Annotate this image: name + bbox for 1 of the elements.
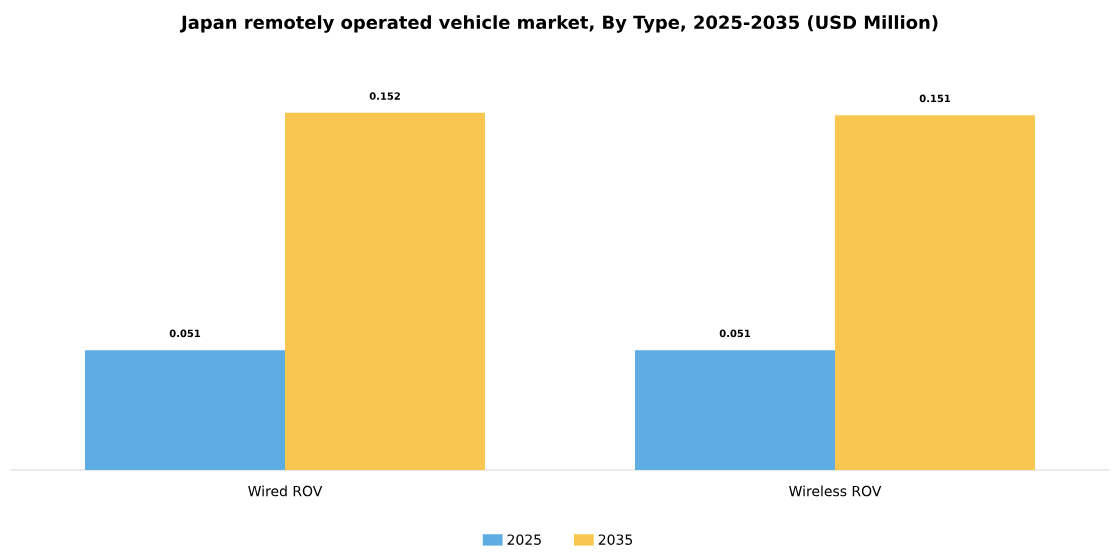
chart-title: Japan remotely operated vehicle market, By Type, 2025-2035 (USD Million)	[180, 15, 938, 33]
